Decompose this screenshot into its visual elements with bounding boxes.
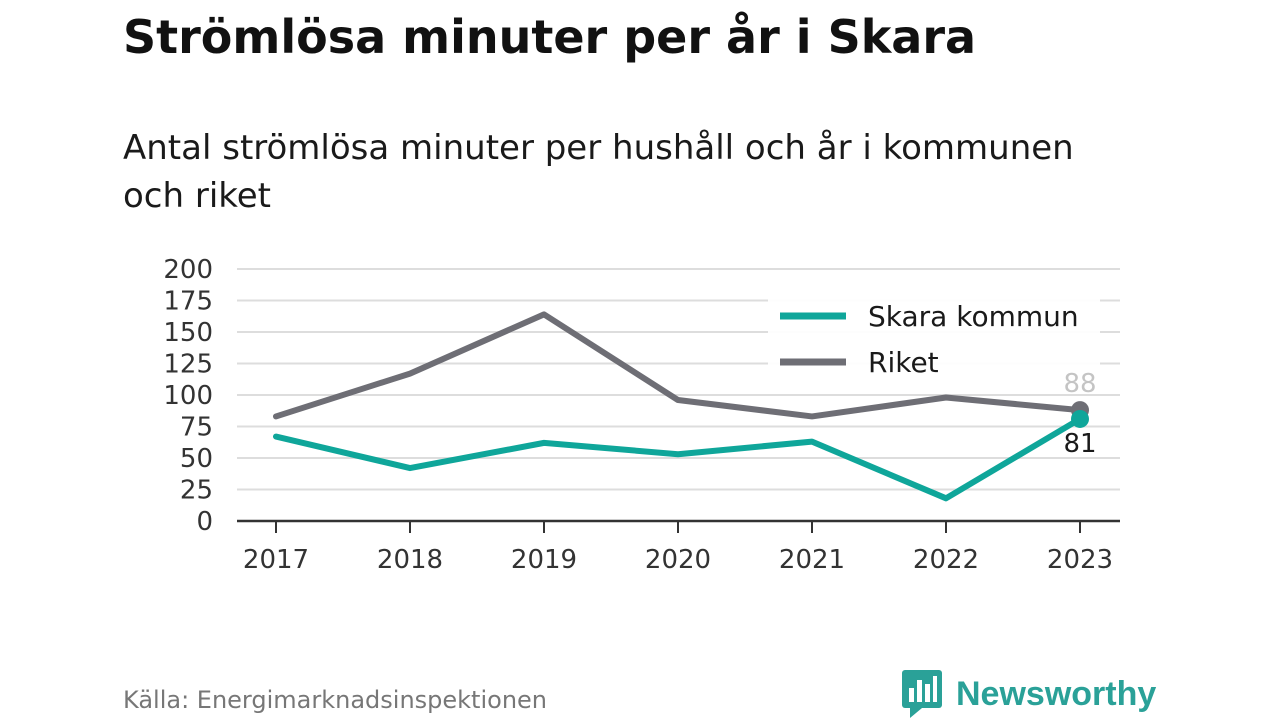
data-label-skara: 81 [1063,429,1096,459]
x-tick-label: 2019 [511,545,577,575]
x-axis: 2017 2018 2019 2020 2021 2022 2023 [237,519,1120,575]
legend: Skara kommun Riket [768,296,1100,388]
legend-label: Skara kommun [868,300,1079,333]
y-tick-label: 0 [196,507,213,537]
legend-label: Riket [868,346,939,379]
y-tick-label: 200 [163,255,213,285]
y-tick-label: 100 [163,381,213,411]
y-tick-label: 25 [180,476,213,506]
chart-title: Strömlösa minuter per år i Skara [123,10,977,64]
y-tick-label: 175 [163,287,213,317]
y-tick-label: 125 [163,350,213,380]
y-tick-label: 50 [180,444,213,474]
series-lines [273,311,1089,502]
data-labels: 88 81 [1063,369,1096,459]
brand-name: Newsworthy [956,674,1157,713]
newsworthy-logo-icon [902,670,942,718]
x-tick-label: 2023 [1047,545,1113,575]
data-label-riket: 88 [1063,369,1096,399]
x-tick-label: 2020 [645,545,711,575]
y-tick-label: 150 [163,318,213,348]
end-point-marker [1071,409,1089,428]
source-note: Källa: Energimarknadsinspektionen [123,686,548,714]
x-tick-label: 2018 [377,545,443,575]
x-tick-label: 2022 [913,545,979,575]
x-tick-label: 2021 [779,545,845,575]
series-line-riket [273,311,1083,420]
x-tick-label: 2017 [243,545,309,575]
y-tick-label: 75 [180,413,213,443]
chart-subtitle: Antal strömlösa minuter per hushåll och … [123,128,1074,216]
series-line-skara [273,415,1083,502]
legend-background [768,296,1100,388]
brand-logo: Newsworthy [902,670,1156,718]
